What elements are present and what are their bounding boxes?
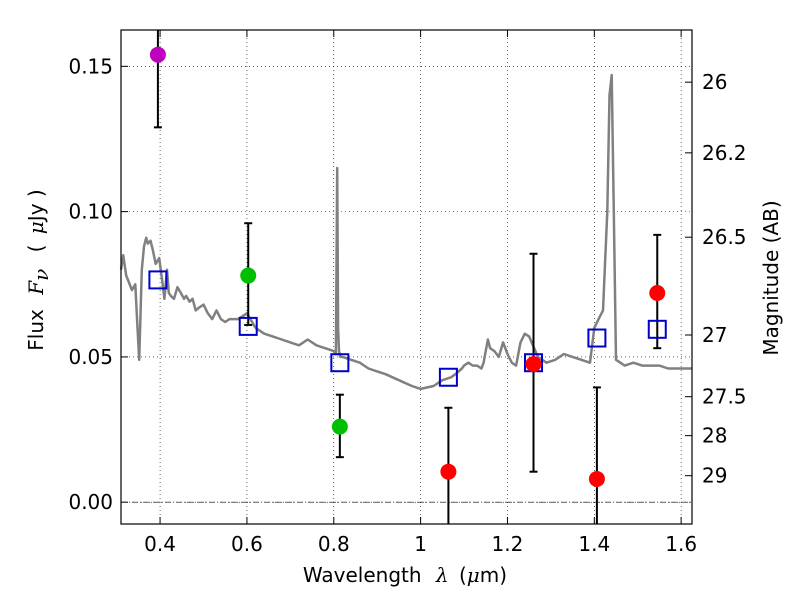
x-tick-label: 0.6 bbox=[231, 532, 263, 556]
y-axis-unit-open: ( bbox=[24, 245, 48, 253]
model-point bbox=[438, 367, 458, 387]
photometry-point bbox=[149, 46, 166, 63]
y-tick-label: 0.00 bbox=[68, 490, 113, 514]
y-axis-unit-rest: Jy ) bbox=[24, 189, 48, 223]
photometry-point bbox=[331, 418, 348, 435]
x-tick-label: 1 bbox=[414, 532, 427, 556]
point-layer bbox=[149, 46, 666, 487]
spectrum-layer bbox=[119, 73, 692, 391]
y2-tick-label: 27 bbox=[702, 323, 727, 347]
y2-tick-label: 28 bbox=[702, 424, 727, 448]
x-axis-title: Wavelength λ (μm) bbox=[303, 563, 507, 587]
y-axis-title-prefix: Flux bbox=[24, 309, 48, 351]
x-tick-label: 1.6 bbox=[665, 532, 697, 556]
x-axis-unit-mu: μ bbox=[467, 563, 480, 587]
y-axis-unit-mu: μ bbox=[24, 221, 48, 234]
x-axis-title-prefix: Wavelength bbox=[303, 563, 422, 587]
spectrum-line bbox=[119, 73, 692, 391]
model-point bbox=[148, 270, 168, 290]
x-tick-label: 1.4 bbox=[578, 532, 610, 556]
y2-tick-label: 29 bbox=[702, 464, 727, 488]
y2-tick-label: 26.2 bbox=[702, 141, 747, 165]
model-point bbox=[587, 328, 607, 348]
y-tick-label: 0.15 bbox=[68, 54, 113, 78]
y2-tick-label: 26 bbox=[702, 70, 727, 94]
y-axis-symbol: F bbox=[24, 280, 48, 296]
x-axis-unit-open: ( bbox=[459, 563, 467, 587]
y-tick-label: 0.10 bbox=[68, 200, 113, 224]
model-point bbox=[330, 353, 350, 373]
y2-tick-label: 27.5 bbox=[702, 385, 747, 409]
x-tick-label: 1.2 bbox=[492, 532, 524, 556]
photometry-point bbox=[240, 267, 257, 284]
photometry-point bbox=[525, 356, 542, 373]
errorbar-layer bbox=[153, 30, 662, 524]
y2-axis-title: Magnitude (AB) bbox=[759, 200, 783, 355]
photometry-point bbox=[440, 463, 457, 480]
grid-layer bbox=[121, 30, 692, 524]
x-tick-label: 0.8 bbox=[318, 532, 350, 556]
model-point bbox=[647, 319, 667, 339]
photometry-point bbox=[588, 470, 605, 487]
y-tick-label: 0.05 bbox=[68, 345, 113, 369]
photometry-point bbox=[649, 284, 666, 301]
x-axis-symbol: λ bbox=[435, 563, 449, 587]
x-tick-label: 0.4 bbox=[144, 532, 176, 556]
model-point bbox=[238, 316, 258, 336]
y-axis-title: Flux Fν ( μJy ) bbox=[24, 189, 53, 350]
y2-tick-label: 26.5 bbox=[702, 225, 747, 249]
model-layer bbox=[148, 270, 667, 387]
x-axis-unit-rest: m) bbox=[480, 563, 507, 587]
y-axis-subscript: ν bbox=[29, 269, 53, 281]
plot-frame bbox=[120, 29, 693, 525]
tick-layer: 0.4 0.6 0.8 1 1.2 1.4 1.6 0.00 0.05 0.10 0.15 26 26.… bbox=[68, 30, 747, 556]
